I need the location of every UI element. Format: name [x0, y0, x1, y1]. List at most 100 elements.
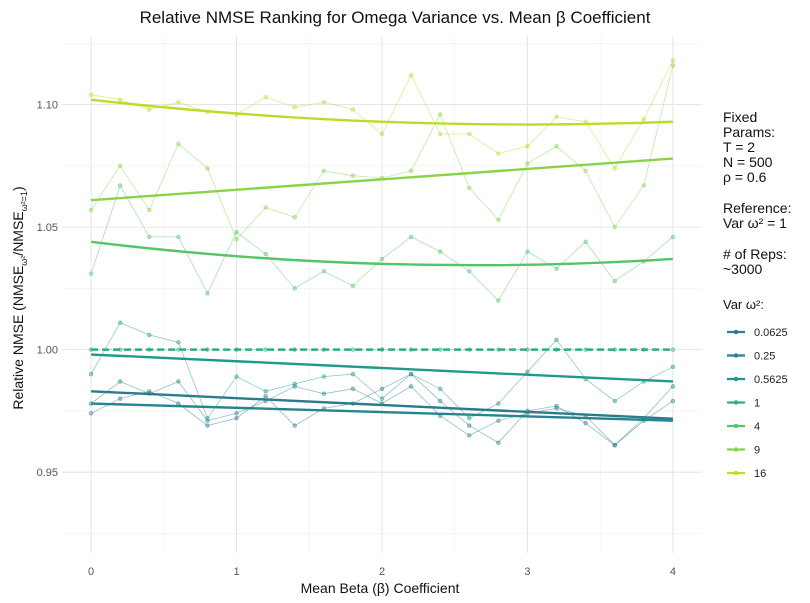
axes: 0 1 2 3 4 0.95 1.00 1.05 1.10 — [37, 100, 676, 578]
y-label-main: Relative NMSE (NMSE — [10, 266, 26, 410]
data-point — [437, 386, 443, 392]
data-point — [147, 107, 152, 112]
data-point — [496, 401, 501, 406]
legend-label: 16 — [754, 468, 766, 480]
data-point — [321, 168, 327, 173]
data-point — [350, 283, 356, 289]
legend-key-point — [733, 400, 739, 405]
data-point — [583, 239, 588, 245]
y-label-mid: /NMSE — [10, 211, 26, 255]
series-line-raw — [90, 184, 674, 302]
grid — [62, 36, 702, 553]
data-point — [117, 97, 123, 102]
annotation-reps-line: # of Reps: — [723, 246, 787, 262]
data-point — [467, 423, 472, 428]
data-point — [408, 371, 414, 377]
annotation-reference-line: Reference: — [723, 200, 791, 216]
data-point — [525, 411, 530, 416]
data-point — [670, 384, 676, 389]
data-point — [234, 237, 239, 242]
annotation-fixed_params-line: Params: — [723, 124, 775, 140]
data-point — [263, 398, 268, 404]
x-tick-label: 4 — [670, 566, 676, 578]
series-16 — [88, 58, 676, 171]
series-9 — [88, 63, 676, 242]
data-point — [176, 99, 181, 105]
data-point — [205, 166, 210, 171]
x-tick-label: 1 — [233, 566, 239, 578]
data-point — [379, 131, 385, 137]
y-label-sub1: ω² — [19, 256, 29, 266]
series-trend-line — [90, 240, 673, 267]
data-point — [176, 379, 181, 384]
legend-label: 0.25 — [754, 351, 775, 363]
data-point — [350, 371, 356, 377]
data-point — [379, 256, 385, 262]
data-point — [263, 393, 268, 399]
data-point — [263, 347, 268, 352]
data-point — [292, 381, 297, 387]
data-point — [525, 161, 530, 166]
data-point — [670, 234, 676, 240]
data-point — [408, 234, 414, 240]
annotation-fixed_params-line: T = 2 — [723, 139, 755, 155]
data-point — [379, 396, 385, 401]
legend-label: 9 — [754, 445, 760, 457]
data-point — [554, 266, 559, 271]
series-trend-line — [91, 402, 673, 422]
data-point — [117, 183, 123, 188]
data-point — [437, 112, 443, 117]
data-point — [263, 205, 268, 210]
y-tick-label: 1.00 — [37, 345, 58, 357]
data-point — [88, 92, 94, 98]
x-axis-label: Mean Beta (β) Coefficient — [301, 580, 460, 596]
series-4 — [88, 183, 676, 303]
data-point — [670, 347, 676, 352]
data-point — [147, 391, 152, 396]
data-point — [205, 423, 210, 428]
legend-item-0.0625: 0.0625 — [727, 327, 788, 339]
data-point — [263, 389, 268, 394]
series-0.5625 — [88, 320, 676, 421]
data-point — [496, 298, 501, 303]
legend-item-9: 9 — [727, 445, 760, 457]
series-trend-line — [90, 98, 673, 126]
legend-key-point — [733, 447, 739, 452]
data-point — [147, 234, 152, 240]
data-point — [583, 168, 588, 173]
annotation-fixed_params-line: N = 500 — [723, 154, 773, 170]
data-point — [147, 332, 152, 338]
data-point — [234, 229, 239, 235]
y-axis-label: Relative NMSE (NMSEω²/NMSEω²=1) — [10, 186, 29, 409]
data-point — [437, 398, 443, 404]
data-point — [496, 418, 501, 423]
data-point — [350, 173, 356, 178]
data-point — [670, 63, 676, 68]
legend-key-point — [733, 329, 739, 335]
data-point — [350, 347, 356, 352]
data-point — [612, 166, 617, 171]
legend-key-point — [733, 423, 739, 429]
data-point — [321, 374, 327, 379]
legend-label: 0.0625 — [754, 327, 788, 339]
series-trend-line — [91, 157, 673, 202]
data-point — [88, 411, 94, 416]
series-line-raw — [90, 65, 674, 241]
data-point — [670, 58, 676, 63]
annotation-fixed_params-line: ρ = 0.6 — [723, 169, 767, 185]
legend-item-16: 16 — [727, 468, 766, 480]
legend-label: 1 — [754, 398, 760, 410]
y-label-end: ) — [10, 186, 26, 191]
legend-item-0.5625: 0.5625 — [727, 374, 788, 386]
legend-item-0.25: 0.25 — [727, 351, 775, 363]
data-point — [234, 411, 239, 416]
data-point — [350, 386, 356, 392]
data-point — [467, 433, 472, 438]
data-point — [176, 234, 181, 240]
data-point — [496, 440, 501, 445]
data-point — [350, 107, 356, 112]
annotation-fixed_params-line: Fixed — [723, 109, 757, 125]
data-point — [525, 369, 530, 374]
legend-title: Var ω²: — [723, 297, 764, 312]
